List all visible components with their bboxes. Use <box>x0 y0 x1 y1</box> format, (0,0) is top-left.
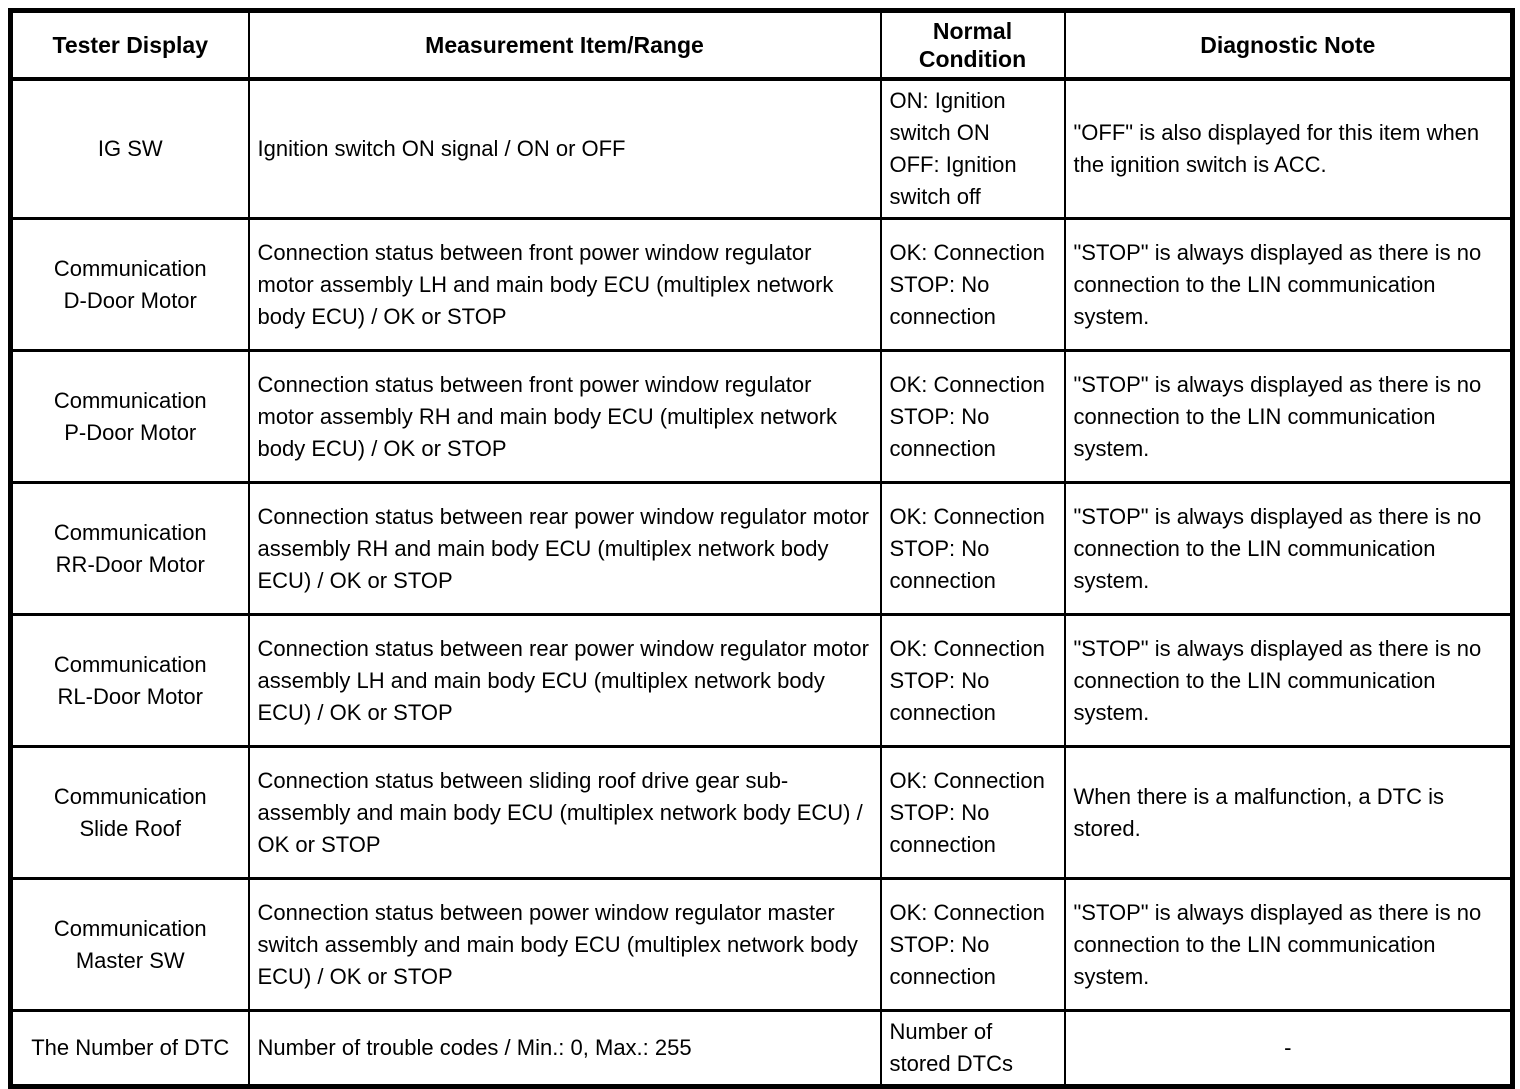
cell-tester-display: The Number of DTC <box>9 1009 250 1088</box>
cell-normal-condition: OK: Connection STOP: No connection <box>879 613 1066 748</box>
cell-measurement: Connection status between sliding roof d… <box>247 745 882 880</box>
table-row: Communication Master SW Connection statu… <box>9 877 1514 1012</box>
table-row: The Number of DTC Number of trouble code… <box>9 1009 1514 1088</box>
cell-normal-condition: OK: Connection STOP: No connection <box>879 877 1066 1012</box>
cell-diagnostic-note: "STOP" is always displayed as there is n… <box>1063 217 1514 352</box>
header-normal-condition: Normal Condition <box>879 9 1066 81</box>
table-row: Communication RR-Door Motor Connection s… <box>9 481 1514 616</box>
cell-normal-condition: ON: Ignition switch ON OFF: Ignition swi… <box>879 77 1066 220</box>
table-row: Communication D-Door Motor Connection st… <box>9 217 1514 352</box>
cell-measurement: Connection status between front power wi… <box>247 349 882 484</box>
cell-tester-display: Communication Master SW <box>9 877 250 1012</box>
cell-diagnostic-note: When there is a malfunction, a DTC is st… <box>1063 745 1514 880</box>
cell-tester-display: Communication RL-Door Motor <box>9 613 250 748</box>
header-row: Tester Display Measurement Item/Range No… <box>9 9 1514 81</box>
cell-normal-condition: Number of stored DTCs <box>879 1009 1066 1088</box>
cell-measurement: Connection status between front power wi… <box>247 217 882 352</box>
cell-diagnostic-note: "STOP" is always displayed as there is n… <box>1063 613 1514 748</box>
cell-normal-condition: OK: Connection STOP: No connection <box>879 217 1066 352</box>
cell-diagnostic-note: - <box>1063 1009 1514 1088</box>
table-row: Communication Slide Roof Connection stat… <box>9 745 1514 880</box>
cell-tester-display: IG SW <box>9 77 250 220</box>
cell-diagnostic-note: "STOP" is always displayed as there is n… <box>1063 481 1514 616</box>
cell-normal-condition: OK: Connection STOP: No connection <box>879 481 1066 616</box>
cell-measurement: Number of trouble codes / Min.: 0, Max.:… <box>247 1009 882 1088</box>
cell-tester-display: Communication RR-Door Motor <box>9 481 250 616</box>
data-list-table: Tester Display Measurement Item/Range No… <box>8 8 1515 1089</box>
cell-measurement: Connection status between power window r… <box>247 877 882 1012</box>
cell-tester-display: Communication D-Door Motor <box>9 217 250 352</box>
table-row: Communication P-Door Motor Connection st… <box>9 349 1514 484</box>
cell-tester-display: Communication P-Door Motor <box>9 349 250 484</box>
cell-normal-condition: OK: Connection STOP: No connection <box>879 349 1066 484</box>
header-tester-display: Tester Display <box>9 9 250 81</box>
cell-measurement: Connection status between rear power win… <box>247 613 882 748</box>
cell-diagnostic-note: "OFF" is also displayed for this item wh… <box>1063 77 1514 220</box>
cell-tester-display: Communication Slide Roof <box>9 745 250 880</box>
cell-measurement: Connection status between rear power win… <box>247 481 882 616</box>
cell-normal-condition: OK: Connection STOP: No connection <box>879 745 1066 880</box>
cell-diagnostic-note: "STOP" is always displayed as there is n… <box>1063 349 1514 484</box>
cell-diagnostic-note: "STOP" is always displayed as there is n… <box>1063 877 1514 1012</box>
table-row: Communication RL-Door Motor Connection s… <box>9 613 1514 748</box>
cell-measurement: Ignition switch ON signal / ON or OFF <box>247 77 882 220</box>
table-row: IG SW Ignition switch ON signal / ON or … <box>9 77 1514 220</box>
header-measurement-item-range: Measurement Item/Range <box>247 9 882 81</box>
header-diagnostic-note: Diagnostic Note <box>1063 9 1514 81</box>
